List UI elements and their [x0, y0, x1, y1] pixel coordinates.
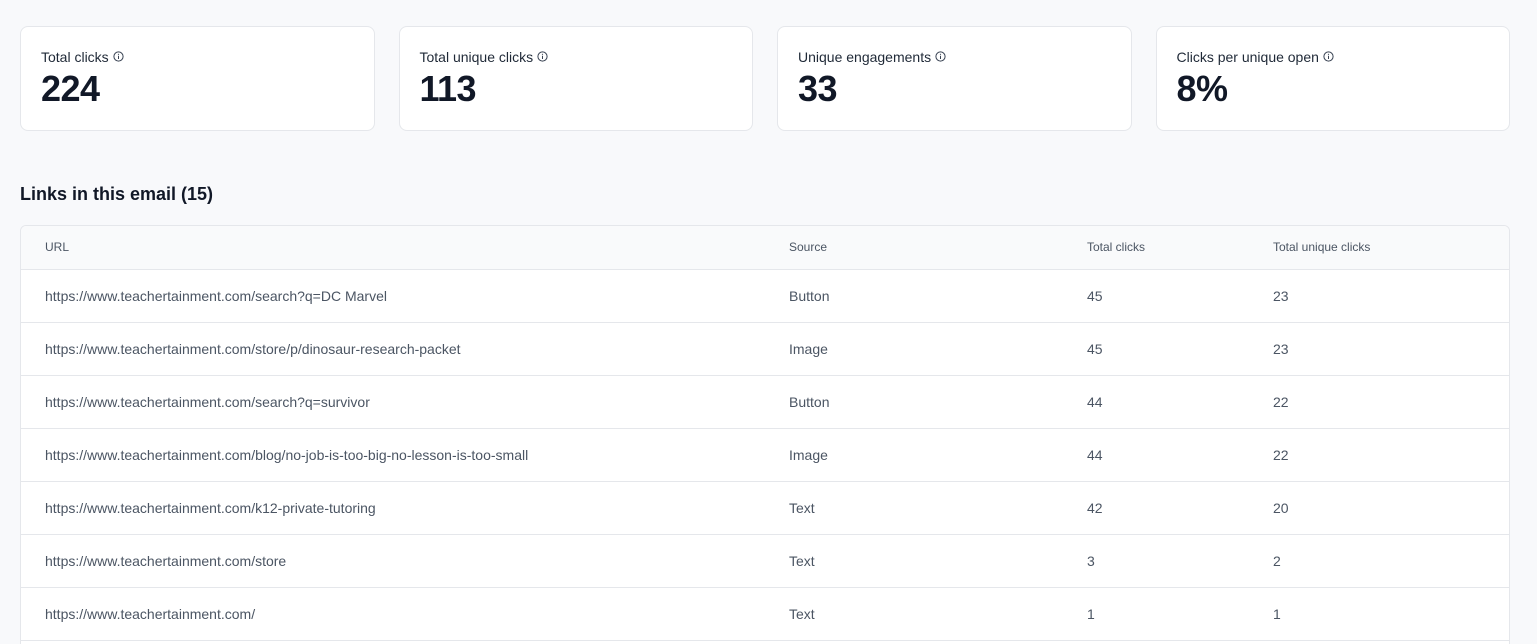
- link-url[interactable]: https://www.teachertainment.com/blog/no-…: [21, 428, 789, 482]
- link-total-unique-clicks: 22: [1273, 375, 1509, 429]
- table-row[interactable]: https://www.teachertainment.com/blog/no-…: [21, 428, 1509, 482]
- stat-label: Total clicks: [41, 49, 109, 65]
- link-source: Image: [789, 428, 1087, 482]
- stat-value: 8%: [1176, 68, 1229, 109]
- link-total-unique-clicks: 20: [1273, 481, 1509, 535]
- stat-value: 113: [419, 68, 477, 109]
- link-total-unique-clicks: 2: [1273, 534, 1509, 588]
- table-row[interactable]: https://www.teachertainment.com/store Te…: [21, 534, 1509, 588]
- links-table: URL Source Total clicks Total unique cli…: [20, 225, 1510, 644]
- table-row[interactable]: https://www.teachertainment.com/search?q…: [21, 375, 1509, 429]
- link-total-clicks: 42: [1087, 481, 1273, 535]
- info-icon[interactable]: [113, 50, 124, 62]
- table-header-row: URL Source Total clicks Total unique cli…: [21, 226, 1509, 270]
- stat-value: 224: [41, 68, 100, 109]
- link-source: Text: [789, 481, 1087, 535]
- info-icon[interactable]: [935, 50, 946, 62]
- column-header-url[interactable]: URL: [21, 226, 789, 270]
- column-header-source[interactable]: Source: [789, 226, 1087, 270]
- table-row[interactable]: https://www.teachertainment.com/ Text 1 …: [21, 587, 1509, 641]
- stat-card-total-unique-clicks: Total unique clicks 113: [398, 26, 753, 131]
- link-source: Text: [789, 534, 1087, 588]
- stat-card-clicks-per-unique-open: Clicks per unique open 8%: [1155, 26, 1510, 131]
- stat-card-unique-engagements: Unique engagements 33: [777, 26, 1132, 131]
- link-total-clicks: 44: [1087, 375, 1273, 429]
- link-source: Image: [789, 322, 1087, 376]
- link-source: Button: [789, 269, 1087, 323]
- link-total-clicks: 3: [1087, 534, 1273, 588]
- link-source: Text: [789, 587, 1087, 641]
- table-row[interactable]: https://www.teachertainment.com/store/p/…: [21, 322, 1509, 376]
- link-url[interactable]: https://www.teachertainment.com/store/p/…: [21, 322, 789, 376]
- link-total-unique-clicks: 23: [1273, 322, 1509, 376]
- link-url[interactable]: https://www.teachertainment.com/k12-priv…: [21, 481, 789, 535]
- info-icon[interactable]: [537, 50, 548, 62]
- link-total-unique-clicks: 23: [1273, 269, 1509, 323]
- link-url[interactable]: https://www.teachertainment.com/search?q…: [21, 375, 789, 429]
- stat-card-total-clicks: Total clicks 224: [20, 26, 375, 131]
- link-source: Button: [789, 375, 1087, 429]
- link-total-clicks: 1: [1087, 587, 1273, 641]
- link-url[interactable]: https://www.teachertainment.com/search?q…: [21, 269, 789, 323]
- link-total-unique-clicks: 1: [1273, 587, 1509, 641]
- table-row[interactable]: https://www.teachertainment.com/k12-priv…: [21, 481, 1509, 535]
- link-total-unique-clicks: 22: [1273, 428, 1509, 482]
- info-icon[interactable]: [1323, 50, 1334, 62]
- stat-label: Total unique clicks: [419, 49, 534, 65]
- column-header-total-unique-clicks[interactable]: Total unique clicks: [1273, 226, 1509, 270]
- stat-value: 33: [798, 68, 838, 109]
- link-total-clicks: 45: [1087, 322, 1273, 376]
- link-total-clicks: 45: [1087, 269, 1273, 323]
- links-section-title: Links in this email (15): [20, 184, 214, 204]
- stat-label: Unique engagements: [798, 49, 932, 65]
- stats-row: Total clicks 224 Total unique clicks 113…: [20, 26, 1510, 131]
- stat-label: Clicks per unique open: [1176, 49, 1319, 65]
- table-row[interactable]: https://www.teachertainment.com/search?q…: [21, 269, 1509, 323]
- link-total-clicks: 44: [1087, 428, 1273, 482]
- link-url[interactable]: https://www.teachertainment.com/store: [21, 534, 789, 588]
- column-header-total-clicks[interactable]: Total clicks: [1087, 226, 1273, 270]
- link-url[interactable]: https://www.teachertainment.com/: [21, 587, 789, 641]
